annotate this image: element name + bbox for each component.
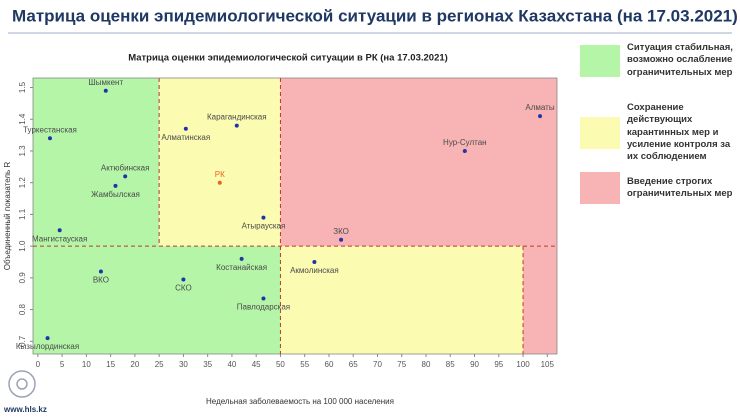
point [261, 296, 266, 301]
legend-label: Сохранение действующих карантинных мер и… [627, 102, 731, 163]
x-tick-label: 90 [470, 360, 479, 369]
point-label: Павлодарская [237, 303, 290, 312]
point-label: РК [215, 170, 225, 179]
y-tick-label: 1.3 [18, 145, 27, 157]
legend-swatch [580, 44, 620, 77]
point-label: Акмолинская [290, 266, 339, 275]
point [239, 256, 244, 261]
y-tick-label: 0.8 [18, 303, 27, 315]
y-tick-label: 1.1 [18, 208, 27, 220]
point-label: Алматинская [161, 133, 210, 142]
zone [280, 78, 557, 247]
y-tick-label: 1.2 [18, 177, 27, 189]
x-tick-label: 35 [203, 360, 212, 369]
x-tick-label: 5 [60, 360, 65, 369]
zone [33, 246, 281, 354]
page-title: Матрица оценки эпидемиологической ситуац… [12, 6, 738, 25]
point-label: Карагандинская [207, 113, 267, 122]
point-label: Шымкент [88, 78, 123, 87]
x-tick-label: 30 [179, 360, 188, 369]
x-tick-label: 95 [494, 360, 503, 369]
x-tick-label: 80 [422, 360, 431, 369]
point [181, 277, 186, 282]
site: www.hls.kz [3, 405, 47, 414]
x-tick-label: 0 [36, 360, 41, 369]
legend-swatch [580, 172, 620, 204]
point [45, 336, 50, 341]
point-label: СКО [175, 284, 192, 293]
point-label: Туркестанская [23, 125, 77, 134]
point [183, 126, 188, 131]
legend-label: Введение строгих ограничительных мер [627, 175, 733, 199]
point-label: Нур-Султан [443, 138, 487, 147]
chart-title: Матрица оценки эпидемиологической ситуац… [128, 53, 448, 64]
point-label: Костанайская [216, 263, 267, 272]
point [312, 260, 317, 264]
x-tick-label: 25 [155, 360, 164, 369]
legend-swatch [580, 116, 620, 149]
point [103, 88, 108, 93]
point [261, 215, 266, 220]
y-axis-label: Объединенный показатель R [3, 162, 12, 271]
point-label: Алматы [525, 103, 554, 112]
y-tick-label: 1.0 [18, 240, 27, 252]
y-tick-label: 1.4 [18, 113, 27, 125]
point-label: Атырауская [242, 222, 286, 231]
legend-entry: Введение строгих ограничительных мер [580, 172, 738, 204]
point-label: Актюбинская [101, 163, 150, 172]
point [234, 123, 239, 128]
point-label: ВКО [93, 276, 109, 285]
point [538, 114, 543, 119]
x-axis-label: Недельная заболеваемость на 100 000 насе… [206, 397, 394, 406]
x-tick-label: 10 [82, 360, 91, 369]
y-tick-label: 1.5 [18, 81, 27, 93]
logo [8, 370, 36, 398]
x-tick-label: 70 [373, 360, 382, 369]
point [47, 136, 52, 141]
point [113, 183, 118, 188]
point-label: Жамбылская [91, 190, 140, 199]
point-label: Мангистауская [32, 234, 87, 243]
x-tick-label: 55 [300, 360, 309, 369]
point-label: ЗКО [333, 227, 349, 236]
zone [523, 246, 557, 354]
y-tick-label: 0.9 [18, 272, 27, 284]
x-tick-label: 105 [541, 360, 555, 369]
plot-frame [32, 77, 558, 355]
x-tick-label: 100 [516, 360, 530, 369]
point [339, 237, 344, 242]
legend-entry: Ситуация стабильная, возможно ослабление… [580, 42, 738, 79]
zone [280, 246, 524, 354]
x-tick-label: 60 [325, 360, 334, 369]
x-tick-label: 50 [276, 360, 285, 369]
point [462, 148, 467, 153]
zone [159, 78, 281, 247]
x-tick-label: 20 [130, 360, 139, 369]
y-tick-label: 0.7 [18, 335, 27, 347]
x-tick-label: 40 [227, 360, 236, 369]
legend-label: Ситуация стабильная, возможно ослабление… [627, 42, 733, 78]
point [123, 174, 128, 179]
point [57, 228, 62, 233]
x-tick-label: 45 [252, 360, 261, 369]
zone [33, 78, 160, 247]
x-tick-label: 15 [106, 360, 115, 369]
point-label: Кызылординская [16, 342, 79, 351]
x-tick-label: 75 [397, 360, 406, 369]
point [217, 180, 222, 185]
legend-entry: Сохранение действующих карантинных мер и… [580, 102, 738, 164]
x-tick-label: 85 [446, 360, 455, 369]
x-tick-label: 65 [349, 360, 358, 369]
point [98, 269, 103, 274]
